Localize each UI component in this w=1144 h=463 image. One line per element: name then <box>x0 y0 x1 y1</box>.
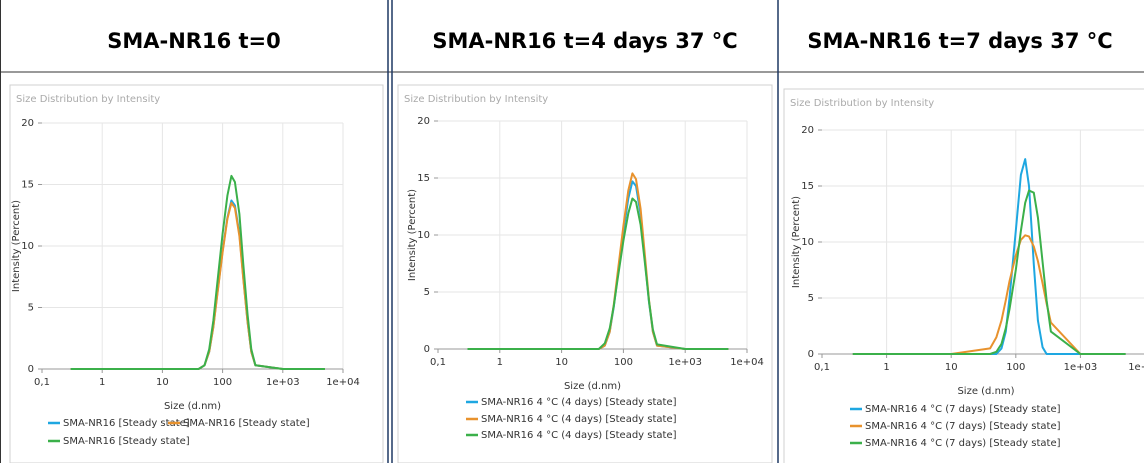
legend-label: SMA-NR16 4 °C (4 days) [Steady state] <box>481 397 677 408</box>
legend-label: SMA-NR16 4 °C (7 days) [Steady state] <box>865 421 1061 432</box>
panel-heading: SMA-NR16 t=4 days 37 °C <box>432 29 737 53</box>
y-tick-label: 15 <box>801 181 814 192</box>
x-tick-label: 1e+04 <box>326 377 360 388</box>
y-tick-label: 20 <box>21 118 34 129</box>
y-tick-label: 20 <box>801 125 814 136</box>
y-tick-label: 15 <box>417 173 430 184</box>
x-tick-label: 100 <box>213 377 232 388</box>
x-tick-label: 1e+04 <box>1128 362 1144 373</box>
y-tick-label: 10 <box>801 237 814 248</box>
x-axis-label: Size (d.nm) <box>957 386 1014 397</box>
series-line <box>467 197 729 350</box>
x-tick-label: 0,1 <box>430 357 446 368</box>
y-tick-label: 20 <box>417 116 430 127</box>
legend-label: SMA-NR16 4 °C (7 days) [Steady state] <box>865 404 1061 415</box>
y-axis-label: Intensity (Percent) <box>791 196 802 288</box>
panel-heading: SMA-NR16 t=7 days 37 °C <box>807 29 1112 53</box>
legend-label: SMA-NR16 [Steady state] <box>63 436 190 447</box>
panel-title: Size Distribution by Intensity <box>16 94 160 105</box>
legend-label: SMA-NR16 4 °C (4 days) [Steady state] <box>481 414 677 425</box>
x-tick-label: 1 <box>883 362 889 373</box>
x-axis-label: Size (d.nm) <box>564 381 621 392</box>
x-tick-label: 1 <box>99 377 105 388</box>
y-tick-label: 0 <box>28 364 34 375</box>
x-tick-label: 10 <box>156 377 169 388</box>
y-tick-label: 0 <box>424 344 430 355</box>
y-axis-label: Intensity (Percent) <box>407 189 418 281</box>
series-line <box>852 189 1126 355</box>
legend-label: SMA-NR16 [Steady state] <box>63 418 190 429</box>
y-tick-label: 0 <box>808 349 814 360</box>
x-tick-label: 1 <box>497 357 503 368</box>
legend-label: SMA-NR16 4 °C (7 days) [Steady state] <box>865 438 1061 449</box>
panel-title: Size Distribution by Intensity <box>404 94 548 105</box>
y-tick-label: 5 <box>28 303 34 314</box>
x-tick-label: 0,1 <box>34 377 50 388</box>
x-tick-label: 100 <box>614 357 633 368</box>
legend-label: SMA-NR16 4 °C (4 days) [Steady state] <box>481 430 677 441</box>
x-tick-label: 1e+03 <box>1064 362 1098 373</box>
x-tick-label: 10 <box>945 362 958 373</box>
y-tick-label: 15 <box>21 180 34 191</box>
x-tick-label: 1e+03 <box>266 377 300 388</box>
panel-heading: SMA-NR16 t=0 <box>107 29 281 53</box>
legend-label: SMA-NR16 [Steady state] <box>183 418 310 429</box>
y-axis-label: Intensity (Percent) <box>11 200 22 292</box>
x-tick-label: 10 <box>555 357 568 368</box>
y-tick-label: 10 <box>21 241 34 252</box>
y-tick-label: 5 <box>808 293 814 304</box>
y-tick-label: 10 <box>417 230 430 241</box>
x-tick-label: 1e+04 <box>730 357 764 368</box>
x-tick-label: 100 <box>1006 362 1025 373</box>
x-tick-label: 1e+03 <box>668 357 702 368</box>
x-tick-label: 0,1 <box>814 362 830 373</box>
series-line <box>70 174 325 370</box>
y-tick-label: 5 <box>424 287 430 298</box>
plot-frame <box>783 88 1144 463</box>
x-axis-label: Size (d.nm) <box>164 401 221 412</box>
plot-frame <box>9 84 384 463</box>
panel-title: Size Distribution by Intensity <box>790 98 934 109</box>
plot-frame <box>397 84 773 463</box>
